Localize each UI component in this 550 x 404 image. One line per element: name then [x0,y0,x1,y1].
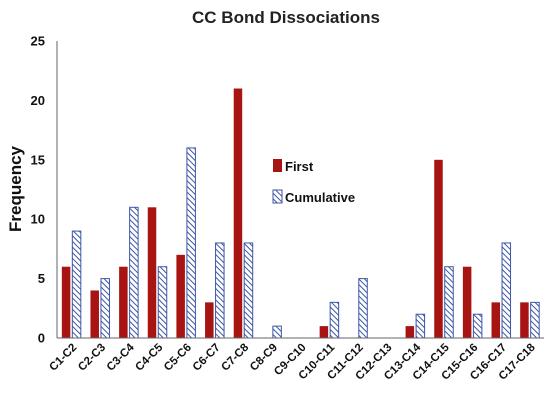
bar-first-c10-c11 [319,326,329,338]
x-tick-label: C5-C6 [162,342,194,374]
x-axis-ticks: C1-C2C2-C3C3-C4C4-C5C5-C6C6-C7C7-C8C8-C9… [47,341,538,382]
bar-first-c2-c3 [90,290,99,338]
x-tick-label: C3-C4 [105,341,137,373]
bar-first-c6-c7 [205,302,214,338]
y-axis-ticks: 0 5 10 15 20 25 [31,34,45,346]
bar-cumulative-c14-c15 [444,266,454,339]
legend-label-cumulative: Cumulative [285,190,355,205]
y-tick-label: 5 [38,271,45,286]
x-tick-label: C1-C2 [47,342,79,374]
y-tick-label: 15 [31,152,45,167]
x-tick-label: C7-C8 [219,341,251,373]
y-tick-label: 0 [38,331,45,346]
bar-first-c15-c16 [462,266,472,338]
bar-first-c14-c15 [434,159,443,338]
bar-cumulative-c2-c3 [100,278,110,339]
legend-swatch-cumulative [272,189,283,204]
y-tick-label: 20 [31,93,45,108]
bar-first-c3-c4 [119,266,128,338]
chart-title: CC Bond Dissociations [192,8,380,27]
bar-cumulative-c7-c8 [243,242,254,339]
x-tick-label: C6-C7 [191,342,223,374]
y-tick-label: 25 [31,34,45,49]
y-tick-label: 10 [31,212,45,227]
bar-cumulative-c10-c11 [329,301,340,339]
bar-cumulative-c17-c18 [530,301,540,339]
bar-first-c5-c6 [176,254,185,338]
x-tick-label: C4-C5 [133,341,165,373]
bar-cumulative-c15-c16 [472,313,483,339]
bar-first-c17-c18 [520,302,529,338]
bar-cumulative-c11-c12 [358,278,368,339]
bar-cumulative-c5-c6 [186,147,196,339]
bar-first-c13-c14 [405,326,415,338]
bar-cumulative-c8-c9 [272,325,282,339]
bar-cumulative-c1-c2 [71,230,82,339]
bar-first-c16-c17 [491,302,501,338]
bar-cumulative-c16-c17 [501,242,512,339]
bar-cumulative-c6-c7 [215,242,225,339]
y-axis-label: Frequency [6,145,25,232]
bar-first-c7-c8 [233,88,243,339]
legend-swatch-first [273,159,282,172]
bar-first-c4-c5 [147,207,157,338]
legend: First Cumulative [272,159,355,205]
legend-label-first: First [285,159,314,174]
bar-cumulative-c4-c5 [157,266,168,339]
x-tick-label: C2-C3 [76,342,108,374]
bar-first-c1-c2 [61,266,71,338]
bar-cumulative-c13-c14 [415,313,426,339]
bar-cumulative-c3-c4 [129,206,139,339]
bars [61,88,540,339]
